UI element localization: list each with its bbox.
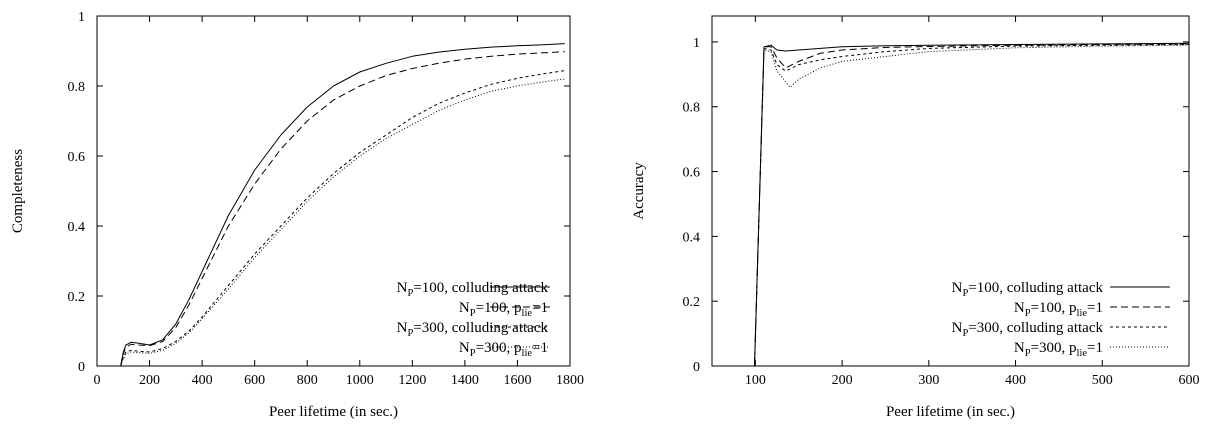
x-tick-label: 800 bbox=[297, 373, 318, 388]
legend-label: NP=300, colluding attack bbox=[952, 320, 1104, 339]
x-tick-label: 200 bbox=[139, 373, 160, 388]
y-tick-label: 0.8 bbox=[68, 80, 86, 95]
legend-label: NP=300, colluding attack bbox=[397, 320, 549, 339]
y-axis-label: Completeness bbox=[10, 149, 26, 233]
x-tick-label: 100 bbox=[745, 373, 766, 388]
x-axis-label: Peer lifetime (in sec.) bbox=[269, 404, 398, 420]
accuracy-chart: 100 200 300 400 500 600 0 0.2 0.4 0.6 0.8 1 Peer lif… bbox=[631, 15, 1200, 420]
plot-frame bbox=[711, 15, 1190, 367]
series-line-1 bbox=[712, 42, 1190, 367]
series-line-1 bbox=[120, 43, 565, 367]
y-tick-label: 0.8 bbox=[683, 101, 701, 116]
x-tick-label: 0 bbox=[94, 373, 101, 388]
y-tick-label: 0.2 bbox=[683, 295, 701, 310]
legend-label: NP=100, colluding attack bbox=[952, 280, 1104, 299]
x-tick-label: 600 bbox=[244, 373, 265, 388]
series-line-4 bbox=[120, 78, 565, 367]
plot-frame bbox=[96, 15, 571, 367]
y-tick-label: 1 bbox=[693, 36, 700, 51]
legend-label: NP=300, plie=1 bbox=[1014, 340, 1103, 359]
x-tick-label: 400 bbox=[1005, 373, 1026, 388]
series-line-2 bbox=[712, 43, 1190, 367]
y-tick-label: 0.2 bbox=[68, 290, 86, 305]
legend-label: NP=100, colluding attack bbox=[397, 280, 549, 299]
legend-label: NP=100, plie=1 bbox=[1014, 300, 1103, 319]
series-line-2 bbox=[120, 51, 565, 367]
x-tick-label: 300 bbox=[918, 373, 939, 388]
x-tick-label: 200 bbox=[832, 373, 853, 388]
x-tick-label: 1000 bbox=[346, 373, 374, 388]
x-tick-label: 1400 bbox=[451, 373, 479, 388]
y-tick-label: 1 bbox=[78, 10, 85, 25]
y-tick-label: 0 bbox=[78, 360, 85, 375]
x-tick-label: 400 bbox=[192, 373, 213, 388]
series-line-3 bbox=[712, 44, 1190, 367]
y-axis-label: Accuracy bbox=[631, 162, 647, 220]
x-tick-label: 600 bbox=[1179, 373, 1200, 388]
y-tick-label: 0.4 bbox=[683, 230, 701, 245]
series-line-3 bbox=[120, 70, 565, 367]
y-tick-label: 0 bbox=[693, 360, 700, 375]
x-axis-label: Peer lifetime (in sec.) bbox=[886, 404, 1015, 420]
y-tick-label: 0.6 bbox=[683, 166, 701, 181]
x-tick-label: 1600 bbox=[503, 373, 531, 388]
legend-label: NP=300, plie=1 bbox=[459, 340, 548, 359]
x-tick-label: 1800 bbox=[556, 373, 584, 388]
legend-label: NP=100, plie=1 bbox=[459, 300, 548, 319]
completeness-chart: 0 200 400 600 800 1000 1200 1400 1600 1800 0 0.2 0.4… bbox=[10, 10, 584, 420]
series-line-4 bbox=[712, 44, 1190, 367]
x-tick-label: 1200 bbox=[398, 373, 426, 388]
y-tick-label: 0.6 bbox=[68, 150, 86, 165]
y-tick-label: 0.4 bbox=[68, 220, 86, 235]
x-tick-label: 500 bbox=[1092, 373, 1113, 388]
